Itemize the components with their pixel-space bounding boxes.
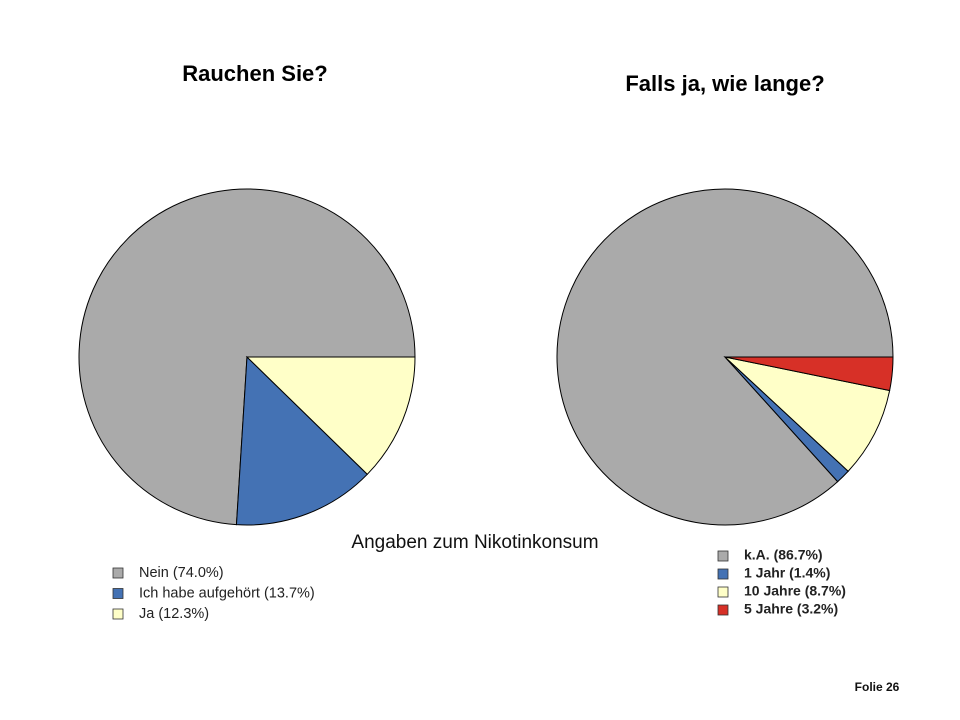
- legend-swatch: [717, 586, 729, 598]
- chart-title: Falls ja, wie lange?: [625, 71, 824, 96]
- legend-label: k.A. (86.7%): [744, 547, 823, 563]
- legend-label: 5 Jahre (3.2%): [744, 601, 838, 617]
- caption: Angaben zum Nikotinkonsum: [351, 532, 598, 553]
- legend-swatch: [112, 567, 124, 579]
- legend-swatch: [717, 568, 729, 580]
- legend-label: Ich habe aufgehört (13.7%): [139, 585, 315, 601]
- legend-label: 1 Jahr (1.4%): [744, 565, 830, 581]
- legend-swatch: [717, 604, 729, 616]
- pie-slice: [723, 356, 891, 472]
- legend-label: Nein (74.0%): [139, 565, 224, 581]
- legend-label: Ja (12.3%): [139, 606, 209, 622]
- legend-swatch: [112, 608, 124, 620]
- pie-slice: [245, 356, 416, 475]
- pie-slice: [724, 356, 894, 392]
- legend-swatch: [112, 588, 124, 599]
- slide-number: Folie 26: [855, 680, 900, 694]
- pie-slice: [235, 355, 368, 526]
- chart-title: Rauchen Sie?: [182, 61, 327, 86]
- legend-swatch: [717, 550, 729, 562]
- legend-label: 10 Jahre (8.7%): [744, 583, 846, 599]
